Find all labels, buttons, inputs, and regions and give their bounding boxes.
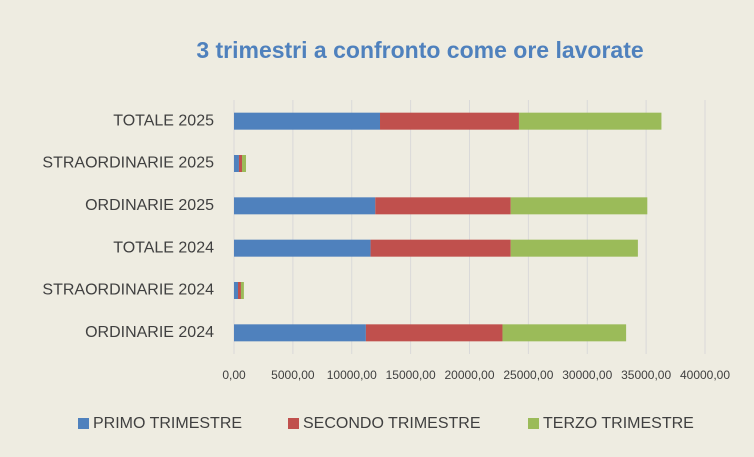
x-tick-label: 5000,00 [271,368,315,382]
x-tick-label: 20000,00 [444,368,494,382]
y-tick-label: TOTALE 2024 [113,239,214,256]
bar [370,239,511,257]
legend-swatch [288,418,299,429]
bar [234,155,239,172]
bar [242,155,247,172]
legend-label: TERZO TRIMESTRE [543,415,694,432]
x-tick-label: 40000,00 [680,368,730,382]
x-tick-label: 25000,00 [503,368,553,382]
bar [238,282,241,299]
bar [234,239,371,257]
bar [234,324,366,342]
bar [234,197,376,215]
bar [240,282,244,299]
bar [502,324,627,342]
x-tick-label: 35000,00 [621,368,671,382]
chart-title: 3 trimestri a confronto come ore lavorat… [196,37,643,63]
legend-swatch [78,418,89,429]
x-tick-label: 10000,00 [327,368,377,382]
y-tick-label: ORDINARIE 2025 [85,197,214,214]
bar [234,282,239,299]
y-tick-label: STRAORDINARIE 2024 [42,282,214,299]
legend-swatch [528,418,539,429]
bar [238,155,243,172]
bar [518,112,662,130]
bar [375,197,511,215]
bar [365,324,503,342]
x-tick-label: 0,00 [222,368,246,382]
y-tick-label: ORDINARIE 2024 [85,324,214,341]
y-tick-label: STRAORDINARIE 2025 [42,155,214,172]
x-tick-label: 15000,00 [386,368,436,382]
y-tick-label: TOTALE 2025 [113,112,214,129]
x-tick-label: 30000,00 [562,368,612,382]
legend-label: PRIMO TRIMESTRE [93,415,242,432]
legend-label: SECONDO TRIMESTRE [303,415,481,432]
bar [380,112,519,130]
bar [510,197,648,215]
bar [234,112,381,130]
bar [510,239,638,257]
